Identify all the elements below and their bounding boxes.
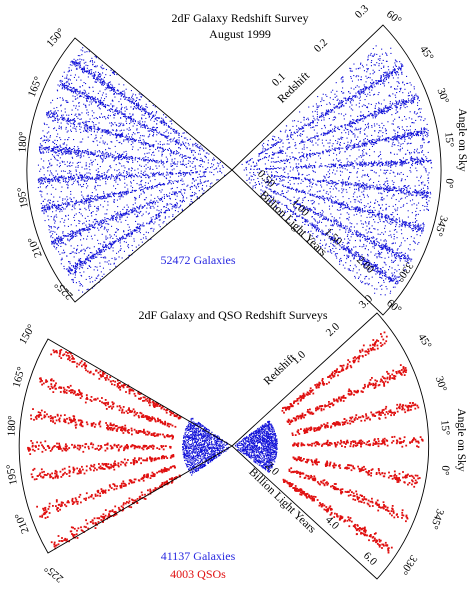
top-subtitle: August 1999: [209, 27, 271, 41]
top-title: 2dF Galaxy Redshift Survey: [172, 11, 309, 25]
top-angle-axis-label: Angle on Sky: [456, 108, 468, 172]
top-panel: 2dF Galaxy Redshift Survey August 1999 1…: [15, 2, 468, 316]
top-galaxy-points: [37, 45, 433, 296]
bottom-right-angle-345: 345°: [428, 507, 446, 531]
bottom-left-angle-150: 150°: [17, 322, 38, 346]
top-left-angle-165: 165°: [26, 75, 45, 99]
bottom-left-angle-195: 195°: [4, 463, 19, 486]
top-left-wedge-frame: [26, 37, 233, 303]
top-redshift-tick-0.3: 0.3: [353, 2, 372, 21]
bottom-survey-points: [27, 331, 424, 554]
bottom-qso-count: 4003 QSOs: [170, 567, 226, 581]
bottom-distance-tick-4.0: 4.0: [323, 514, 342, 533]
top-left-angle-195: 195°: [15, 186, 30, 209]
top-right-wedge-frame: [231, 24, 442, 316]
bottom-panel: 2dF Galaxy and QSO Redshift Surveys 150°…: [4, 292, 467, 584]
bottom-left-angle-180: 180°: [6, 415, 19, 436]
top-right-angle-60: 60°: [384, 8, 404, 27]
bottom-galaxy-count: 41137 Galaxies: [161, 549, 236, 563]
top-left-angle-180: 180°: [17, 131, 30, 152]
top-right-angle-0: 0°: [442, 178, 455, 189]
bottom-left-angle-165: 165°: [11, 366, 28, 389]
top-right-angle-30: 30°: [435, 87, 452, 106]
bottom-left-wedge-frame: [18, 338, 233, 554]
bottom-redshift-tick-3.0: 3.0: [357, 292, 376, 311]
bottom-right-angle-60: 60°: [384, 297, 404, 316]
top-right-angle-45: 45°: [417, 44, 436, 64]
bottom-right-wedge-frame: [231, 312, 430, 580]
top-redshift-tick-0.2: 0.2: [312, 37, 330, 55]
bottom-left-angle-210: 210°: [13, 511, 32, 535]
bottom-redshift-tick-2.0: 2.0: [324, 320, 343, 339]
bottom-distance-tick-6.0: 6.0: [361, 550, 380, 569]
bottom-right-angle-45: 45°: [415, 332, 433, 351]
bottom-right-angle-330: 330°: [398, 553, 420, 577]
top-left-angle-150: 150°: [44, 26, 67, 50]
top-redshift-tick-0.1: 0.1: [270, 71, 288, 89]
top-galaxy-count: 52472 Galaxies: [161, 253, 236, 267]
top-distance-label: Billion Light Years: [257, 189, 329, 259]
bottom-angle-axis-label: Angle on Sky: [455, 408, 467, 472]
bottom-right-angle-15: 15°: [438, 419, 452, 436]
bottom-left-angle-225: 225°: [42, 562, 66, 585]
bottom-right-angle-30: 30°: [433, 375, 449, 393]
bottom-right-angle-0: 0°: [438, 465, 451, 476]
bottom-title: 2dF Galaxy and QSO Redshift Surveys: [139, 308, 328, 322]
top-right-angle-345: 345°: [432, 214, 450, 238]
top-right-angle-330: 330°: [394, 260, 416, 284]
top-distance-tick-0.50: 0.50: [255, 168, 278, 190]
top-right-angle-15: 15°: [442, 131, 456, 148]
